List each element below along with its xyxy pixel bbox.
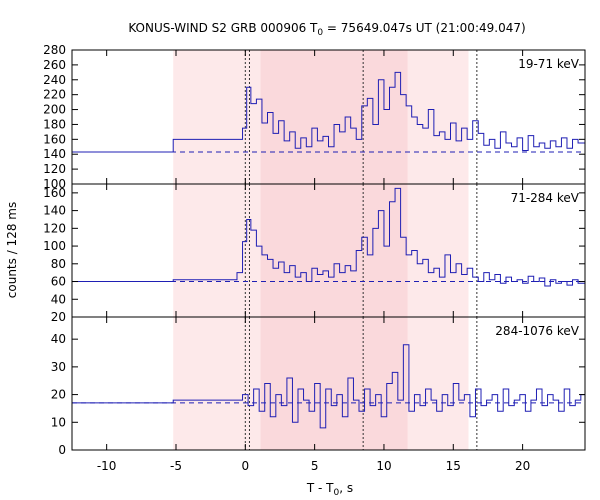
energy-band-label: 19-71 keV [518, 57, 580, 71]
y-tick-label: 100 [43, 239, 66, 253]
y-axis-label: counts / 128 ms [5, 202, 19, 298]
y-tick-label: 160 [43, 186, 66, 200]
energy-band-label: 71-284 keV [511, 191, 580, 205]
shaded-regions [173, 50, 469, 450]
panel-frame [71, 316, 586, 451]
y-tick-label: 80 [51, 257, 66, 271]
chart-title: KONUS-WIND S2 GRB 000906 T0 = 75649.047s… [128, 21, 525, 38]
y-tick-label: 0 [58, 443, 66, 457]
x-tick-label: 5 [311, 459, 319, 473]
y-tick-label: 160 [43, 132, 66, 146]
panel-3: 0 10 20 30 40 284-1076 keV [51, 316, 586, 457]
energy-band-label: 284-1076 keV [495, 324, 579, 338]
y-tick-label: 260 [43, 58, 66, 72]
y-tick-label: 20 [51, 310, 66, 324]
x-tick-label: 20 [515, 459, 530, 473]
y-tick-label: 100 [43, 177, 66, 191]
x-tick-label: 15 [446, 459, 461, 473]
y-tick-label: 40 [51, 292, 66, 306]
y-tick-label: 120 [43, 162, 66, 176]
x-tick-label: 0 [241, 459, 249, 473]
y-tick-label: 200 [43, 103, 66, 117]
count-rate-series [72, 187, 585, 287]
x-axis-label: T - T0, s [306, 481, 353, 498]
x-tick-label: -10 [97, 459, 117, 473]
count-rate-series [72, 71, 586, 153]
x-tick-label: 10 [376, 459, 391, 473]
x-axis-tick-labels: -10 -5 0 5 10 15 20 [97, 459, 530, 473]
y-tick-label: 280 [43, 43, 66, 57]
y-tick-label: 30 [51, 360, 66, 374]
y-tick-label: 140 [43, 204, 66, 218]
y-tick-label: 180 [43, 117, 66, 131]
y-tick-label: 240 [43, 73, 66, 87]
y-tick-label: 140 [43, 147, 66, 161]
count-rate-series [72, 344, 586, 429]
y-tick-label: 20 [51, 388, 66, 402]
y-tick-label: 40 [51, 332, 66, 346]
shaded-region-2 [260, 50, 408, 450]
y-tick-label: 10 [51, 415, 66, 429]
y-tick-label: 120 [43, 221, 66, 235]
y-tick-label: 220 [43, 88, 66, 102]
x-tick-label: -5 [170, 459, 182, 473]
y-tick-label: 60 [51, 275, 66, 289]
